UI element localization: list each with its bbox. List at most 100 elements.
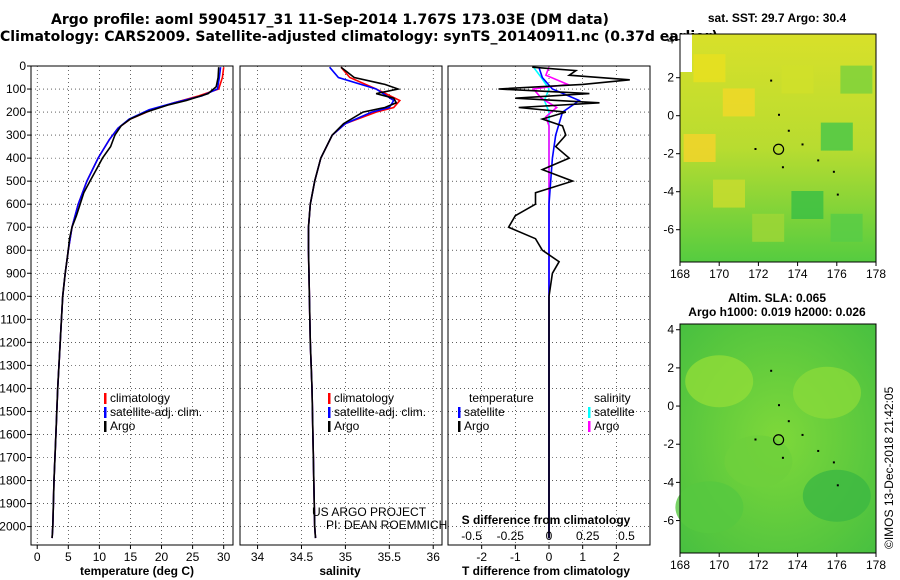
depth-tick-label-19: 1900 xyxy=(0,497,26,511)
s-tick-label-1: -0.25 xyxy=(497,529,525,543)
map-y-tick-label-1: 2 xyxy=(667,71,674,85)
legend-label-1: satellite-adj. clim. xyxy=(110,405,202,419)
island-1 xyxy=(778,113,780,116)
sla-patch-1 xyxy=(793,366,861,419)
legend-title-salinity: salinity xyxy=(594,391,631,405)
depth-tick-label-3: 300 xyxy=(6,128,26,142)
map-x-tick-label-4: 176 xyxy=(827,558,847,572)
panel-frame xyxy=(30,65,234,546)
island-0 xyxy=(770,79,773,82)
depth-tick-label-18: 1800 xyxy=(0,474,26,488)
island-1 xyxy=(778,404,780,407)
map-y-tick-label-0: 4 xyxy=(667,33,674,47)
sst-patch-3 xyxy=(713,179,745,208)
legend-label-2: Argo xyxy=(334,419,360,433)
map-y-tick-label-1: 2 xyxy=(667,361,674,375)
x-tick-label-4: 20 xyxy=(155,550,169,564)
annotation-line2: PI: DEAN ROEMMICH xyxy=(326,518,447,532)
island-8 xyxy=(836,193,839,196)
legend-label-1: Argo xyxy=(594,419,620,433)
argo-position-marker xyxy=(772,143,785,155)
sst-missing-patch xyxy=(680,34,692,72)
series-t-argo xyxy=(498,66,630,539)
island-3 xyxy=(801,433,804,436)
s-tick-label-0: -0.5 xyxy=(461,529,482,543)
temperature-axis-label: temperature (deg C) xyxy=(80,564,194,578)
map-x-tick-label-5: 178 xyxy=(866,558,886,572)
panel-frame xyxy=(239,65,443,546)
depth-tick-label-20: 2000 xyxy=(0,520,26,534)
island-6 xyxy=(781,166,784,169)
legend-swatch-0 xyxy=(328,393,331,404)
series-argo xyxy=(51,67,220,539)
sst-patch-6 xyxy=(791,191,824,219)
legend-title-temperature: temperature xyxy=(469,391,534,405)
island-3 xyxy=(801,143,804,146)
x-tick-label-0: 0 xyxy=(34,550,41,564)
island-6 xyxy=(781,456,784,459)
map-x-tick-label-2: 172 xyxy=(748,267,768,281)
depth-tick-label-16: 1600 xyxy=(0,427,26,441)
island-7 xyxy=(754,148,757,150)
depth-tick-label-17: 1700 xyxy=(0,450,26,464)
depth-tick-label-2: 200 xyxy=(6,105,26,119)
x-tick-label-3: 35.5 xyxy=(378,550,402,564)
x-tick-label-3: 15 xyxy=(124,550,138,564)
x-tick-label-0: -2 xyxy=(476,550,487,564)
legend-swatch-1 xyxy=(458,421,461,432)
legend-swatch-2 xyxy=(328,421,331,432)
map-frame xyxy=(679,323,877,554)
sst-patch-4 xyxy=(781,65,814,94)
island-7 xyxy=(754,438,757,441)
map-y-tick-label-4: -4 xyxy=(663,185,674,199)
series-climatology xyxy=(307,66,402,539)
map-y-tick-label-5: -6 xyxy=(663,223,674,237)
x-tick-label-0: 34 xyxy=(251,550,265,564)
sla-patch-4 xyxy=(675,481,744,534)
map-y-tick-label-5: -6 xyxy=(663,514,674,528)
depth-tick-label-13: 1300 xyxy=(0,358,26,372)
map-x-tick-label-4: 176 xyxy=(827,267,847,281)
island-5 xyxy=(832,170,835,173)
depth-tick-label-7: 700 xyxy=(6,220,26,234)
x-tick-label-4: 2 xyxy=(613,550,620,564)
legend-label-2: Argo xyxy=(110,419,136,433)
x-tick-label-4: 36 xyxy=(427,550,441,564)
figure-title-line1: Argo profile: aoml 5904517_31 11-Sep-201… xyxy=(51,12,609,28)
depth-tick-label-5: 500 xyxy=(6,174,26,188)
sla-map: 168 170 172 174 176 178 4 2 0 -2 -4 -6 xyxy=(663,323,886,572)
legend-swatch-0 xyxy=(104,393,107,404)
s-tick-label-2: 0 xyxy=(546,529,553,543)
map-y-tick-label-3: -2 xyxy=(663,147,674,161)
depth-tick-label-6: 600 xyxy=(6,197,26,211)
map-x-tick-label-1: 170 xyxy=(709,267,729,281)
depth-tick-label-10: 1000 xyxy=(0,289,26,303)
sst-patch-0 xyxy=(693,54,726,83)
map-x-tick-label-5: 178 xyxy=(866,267,886,281)
sla-map-subtitle: Argo h1000: 0.019 h2000: 0.026 xyxy=(688,305,866,319)
sst-patch-9 xyxy=(840,65,873,94)
sla-patch-3 xyxy=(802,469,871,522)
depth-tick-label-15: 1500 xyxy=(0,404,26,418)
series-t-satellite xyxy=(538,66,581,539)
figure-title-line2: Climatology: CARS2009. Satellite-adjuste… xyxy=(0,29,718,45)
x-tick-label-1: 34.5 xyxy=(290,550,314,564)
x-tick-label-2: 0 xyxy=(546,550,553,564)
s-difference-axis-label: S difference from climatology xyxy=(462,513,631,527)
legend-label-1: satellite-adj. clim. xyxy=(334,405,426,419)
profile-panel-difference-from-climatology: -2 -1 0 1 2 -0.5 -0.25 0 0.25 0.5 temperature salin… xyxy=(447,65,651,564)
island-5 xyxy=(832,461,835,464)
sst-map: 168 170 172 174 176 178 4 2 0 -2 -4 -6 xyxy=(663,33,886,281)
series-satellite-adj xyxy=(307,66,395,539)
depth-tick-label-14: 1400 xyxy=(0,381,26,395)
legend-swatch-0 xyxy=(588,407,591,418)
island-2 xyxy=(787,420,790,423)
legend-swatch-1 xyxy=(104,407,107,418)
island-4 xyxy=(817,449,820,452)
s-tick-label-4: 0.5 xyxy=(618,529,635,543)
map-y-tick-label-4: -4 xyxy=(663,475,674,489)
imos-stamp: ©IMOS 13-Dec-2018 21:42:05 xyxy=(882,386,896,549)
x-tick-label-2: 35 xyxy=(339,550,353,564)
legend-label-0: climatology xyxy=(334,391,394,405)
